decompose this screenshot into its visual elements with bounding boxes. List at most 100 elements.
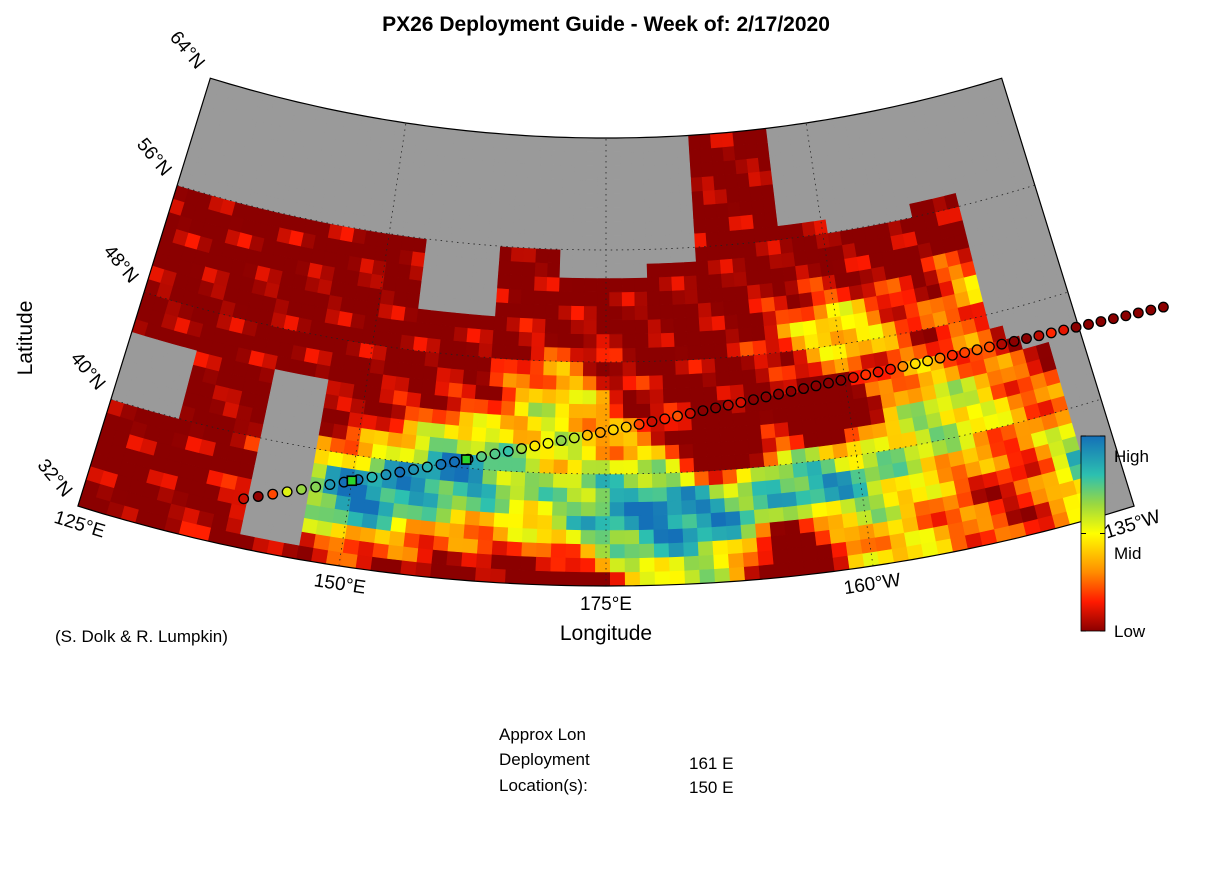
heatmap-cell bbox=[869, 407, 886, 425]
heatmap-cell bbox=[731, 411, 748, 428]
heatmap-cell bbox=[757, 155, 772, 172]
heatmap-cell bbox=[477, 356, 493, 373]
land-cell bbox=[620, 207, 634, 223]
heatmap-cell bbox=[529, 359, 545, 376]
heatmap-cell bbox=[361, 512, 379, 530]
heatmap-cell bbox=[721, 286, 737, 302]
heatmap-cell bbox=[775, 435, 792, 452]
heatmap-cell bbox=[522, 261, 537, 277]
heatmap-cell bbox=[799, 404, 816, 421]
heatmap-cell bbox=[701, 357, 717, 374]
heatmap-cell bbox=[802, 432, 820, 449]
land-cell bbox=[778, 139, 793, 156]
heatmap-cell bbox=[738, 326, 753, 343]
land-cell bbox=[514, 190, 528, 207]
heatmap-cell bbox=[352, 383, 369, 401]
land-cell bbox=[479, 188, 493, 204]
heatmap-cell bbox=[456, 438, 473, 455]
heatmap-cell bbox=[524, 471, 541, 488]
heatmap-cell bbox=[390, 516, 408, 533]
heatmap-cell bbox=[486, 413, 502, 429]
heatmap-cell bbox=[845, 539, 863, 556]
heatmap-cell bbox=[831, 343, 848, 360]
heatmap-cell bbox=[712, 328, 728, 345]
land-cell bbox=[596, 235, 610, 251]
heatmap-cell bbox=[390, 304, 407, 321]
heatmap-cell bbox=[801, 220, 817, 237]
heatmap-cell bbox=[495, 287, 510, 304]
heatmap-cell bbox=[778, 463, 795, 480]
heatmap-cell bbox=[747, 171, 762, 187]
heatmap-cell bbox=[519, 569, 537, 585]
heatmap-cell bbox=[689, 162, 703, 178]
heatmap-cell bbox=[496, 273, 511, 290]
heatmap-cell bbox=[812, 402, 830, 419]
heatmap-cell bbox=[358, 342, 375, 359]
heatmap-cell bbox=[819, 260, 835, 277]
track-point bbox=[1033, 330, 1045, 342]
heatmap-cell bbox=[789, 222, 805, 239]
heatmap-cell bbox=[727, 552, 745, 569]
land-cell bbox=[423, 153, 438, 170]
colorbar-ticks bbox=[1081, 435, 1105, 632]
land-cell bbox=[525, 205, 539, 221]
heatmap-cell bbox=[687, 134, 701, 150]
heatmap-cell bbox=[685, 316, 701, 333]
land-cell bbox=[489, 202, 504, 219]
heatmap-cell bbox=[376, 316, 392, 334]
ship-track bbox=[238, 301, 1169, 505]
heatmap-cell bbox=[386, 247, 402, 264]
land-cell bbox=[563, 150, 576, 166]
heatmap-cell bbox=[842, 327, 859, 344]
heatmap-cell bbox=[699, 147, 713, 164]
heatmap-cell bbox=[801, 544, 819, 562]
track-point bbox=[607, 424, 619, 436]
heatmap-cell bbox=[717, 230, 732, 246]
heatmap-cell bbox=[357, 271, 373, 288]
land-cell bbox=[657, 248, 672, 264]
heatmap-cell bbox=[760, 183, 776, 200]
heatmap-cell bbox=[716, 384, 732, 401]
track-point bbox=[502, 445, 514, 457]
heatmap-cell bbox=[901, 430, 919, 448]
land-cell bbox=[412, 152, 427, 169]
latitude-tick-label: 48°N bbox=[99, 241, 142, 287]
land-cell bbox=[306, 404, 324, 422]
land-cell bbox=[620, 179, 634, 195]
heatmap-cell bbox=[753, 226, 768, 243]
heatmap-cell bbox=[622, 319, 636, 335]
heatmap-cell bbox=[646, 290, 661, 306]
heatmap-cell bbox=[344, 524, 363, 542]
heatmap-cell bbox=[340, 552, 359, 569]
heatmap-cell bbox=[688, 358, 703, 375]
land-cell bbox=[620, 151, 633, 167]
land-cell bbox=[552, 136, 565, 152]
heatmap-cell bbox=[802, 319, 818, 336]
heatmap-cell bbox=[681, 513, 698, 529]
heatmap-cell bbox=[547, 262, 561, 278]
heatmap-cell bbox=[298, 531, 317, 549]
heatmap-cell bbox=[520, 555, 537, 571]
heatmap-cell bbox=[503, 358, 519, 374]
land-cell bbox=[470, 285, 485, 302]
land-cell bbox=[434, 267, 449, 284]
heatmap-cell bbox=[766, 492, 784, 509]
heatmap-cell bbox=[507, 302, 522, 318]
heatmap-cell bbox=[332, 338, 349, 355]
land-cell bbox=[632, 221, 647, 237]
heatmap-cell bbox=[649, 388, 665, 404]
heatmap-cell bbox=[758, 268, 773, 285]
land-cell bbox=[416, 124, 431, 141]
track-point bbox=[946, 349, 958, 361]
heatmap-cell bbox=[447, 381, 464, 398]
heatmap-cell bbox=[814, 529, 832, 546]
heatmap-cell bbox=[609, 333, 624, 349]
land-cell bbox=[422, 167, 437, 184]
heatmap-cell bbox=[811, 289, 827, 307]
heatmap-cell bbox=[478, 525, 495, 541]
heatmap-cell bbox=[711, 146, 725, 163]
heatmap-cell bbox=[776, 449, 793, 466]
heatmap-cell bbox=[583, 333, 598, 349]
land-cell bbox=[608, 137, 621, 153]
heatmap-cell bbox=[652, 486, 668, 502]
